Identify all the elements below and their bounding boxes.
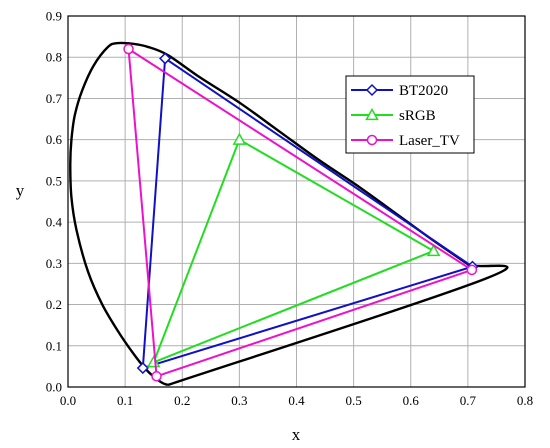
y-tick-label: 0.7 xyxy=(46,91,63,106)
series-line xyxy=(141,57,474,369)
legend-marker xyxy=(366,134,378,146)
legend: BT2020 sRGB Laser_TV xyxy=(345,75,475,154)
series-layer xyxy=(123,43,479,382)
series-bt2020 xyxy=(136,52,479,375)
x-axis-label: x xyxy=(292,425,301,444)
x-tick-label: 0.3 xyxy=(231,393,247,408)
x-tick-labels: 0.0 0.1 0.2 0.3 0.4 0.5 0.6 0.7 0.8 xyxy=(60,393,533,408)
x-tick-label: 0.6 xyxy=(403,393,420,408)
data-point xyxy=(466,264,478,276)
series-line xyxy=(127,47,473,378)
x-tick-label: 0.0 xyxy=(60,393,76,408)
y-tick-label: 0.9 xyxy=(46,9,62,24)
legend-label: Laser_TV xyxy=(399,133,460,149)
y-tick-label: 0.5 xyxy=(46,173,62,188)
data-point xyxy=(151,371,162,382)
x-tick-label: 0.2 xyxy=(174,393,190,408)
y-tick-label: 0.3 xyxy=(46,256,62,271)
data-point xyxy=(159,52,172,65)
y-tick-label: 0.4 xyxy=(46,215,63,230)
series-laser-tv xyxy=(123,43,478,382)
legend-entry: BT2020 xyxy=(351,83,448,99)
y-axis-label: y xyxy=(16,181,25,200)
legend-entry: sRGB xyxy=(351,107,436,124)
data-point xyxy=(123,43,134,55)
legend-label: BT2020 xyxy=(399,83,448,99)
y-tick-label: 0.8 xyxy=(46,50,62,65)
series-srgb xyxy=(146,132,441,368)
x-tick-label: 0.1 xyxy=(117,393,133,408)
data-point xyxy=(426,243,441,257)
data-point xyxy=(136,361,149,375)
y-tick-label: 0.1 xyxy=(46,338,62,353)
plot-frame xyxy=(67,15,526,388)
legend-label: sRGB xyxy=(399,108,436,124)
x-tick-label: 0.4 xyxy=(288,393,305,408)
legend-marker xyxy=(365,107,379,121)
legend-entry: Laser_TV xyxy=(351,133,460,149)
y-tick-labels: 0.0 0.1 0.2 0.3 0.4 0.5 0.6 0.7 0.8 0.9 xyxy=(46,9,63,395)
x-tick-label: 0.5 xyxy=(346,393,362,408)
y-tick-label: 0.6 xyxy=(46,132,63,147)
y-tick-label: 0.2 xyxy=(46,297,62,312)
legend-marker xyxy=(365,83,379,97)
series-line xyxy=(152,138,435,364)
x-tick-label: 0.8 xyxy=(517,393,533,408)
y-tick-label: 0.0 xyxy=(46,380,62,395)
data-point xyxy=(232,132,247,145)
x-tick-label: 0.7 xyxy=(460,393,477,408)
